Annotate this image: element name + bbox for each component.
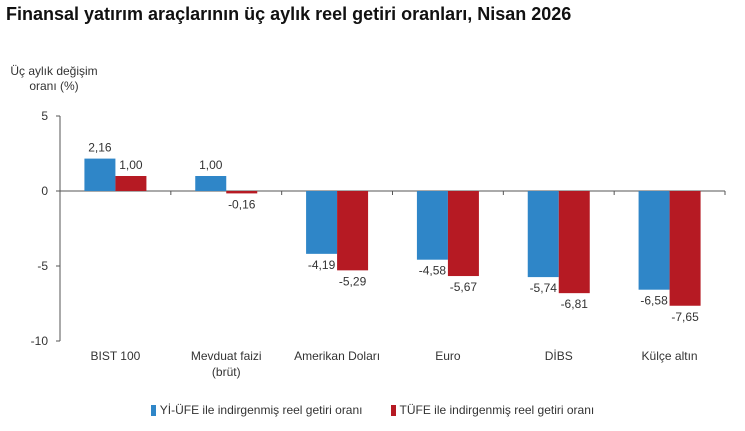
x-tick-label-1: Mevduat faizi [191,349,262,363]
bar-series-2-0 [115,176,147,191]
y-tick-label-1: 0 [41,184,48,198]
legend-item-series-1: Yİ-ÜFE ile indirgenmiş reel getiri oranı [150,403,363,417]
legend: Yİ-ÜFE ile indirgenmiş reel getiri oranı… [0,403,745,417]
data-label-series-1-2: -4,19 [308,258,336,272]
legend-swatch-series-2 [390,404,396,416]
bar-series-2-3 [447,191,479,277]
bar-series-1-3 [416,191,448,260]
legend-label-series-1: Yİ-ÜFE ile indirgenmiş reel getiri oranı [159,403,363,417]
data-label-series-1-5: -6,58 [640,294,668,308]
bar-series-1-5 [638,191,670,290]
data-label-series-2-2: -5,29 [339,274,367,288]
y-axis-label-line-1: Üç aylık değişim [10,64,98,78]
y-tick-label-2: -5 [37,259,48,273]
legend-label-series-2: TÜFE ile indirgenmiş reel getiri oranı [399,403,595,417]
x-tick-label-1-line-2: (brüt) [212,365,241,379]
x-tick-label-5: Külçe altın [642,349,698,363]
data-label-series-2-0: 1,00 [119,158,143,172]
bar-series-2-2 [337,191,369,271]
y-axis-label: Üç aylık değişim oranı (%) [6,64,102,94]
y-tick-label-3: -10 [31,334,49,348]
data-label-series-1-1: 1,00 [199,158,223,172]
legend-item-series-2: TÜFE ile indirgenmiş reel getiri oranı [390,403,595,417]
bar-series-1-0 [84,158,116,191]
bar-series-2-4 [558,191,590,294]
data-label-series-2-1: -0,16 [228,197,256,211]
y-tick-label-0: 5 [41,109,48,123]
x-tick-label-4: DİBS [545,349,573,363]
bar-series-1-2 [306,191,338,254]
bar-series-2-5 [669,191,701,306]
bar-series-1-4 [527,191,559,278]
legend-swatch-series-1 [150,404,156,416]
data-label-series-2-3: -5,67 [450,280,478,294]
bar-series-2-1 [226,191,258,194]
x-tick-label-0: BIST 100 [91,349,141,363]
y-axis-label-line-2: oranı (%) [29,79,79,93]
data-label-series-1-3: -4,58 [419,264,447,278]
data-label-series-2-4: -6,81 [561,297,589,311]
data-label-series-2-5: -7,65 [671,310,699,324]
chart-title: Finansal yatırım araçlarının üç aylık re… [6,4,572,24]
x-tick-label-2: Amerikan Doları [294,349,380,363]
bar-series-1-1 [195,176,227,191]
data-label-series-1-0: 2,16 [88,141,112,155]
x-tick-label-3: Euro [435,349,461,363]
data-label-series-1-4: -5,74 [530,281,558,295]
